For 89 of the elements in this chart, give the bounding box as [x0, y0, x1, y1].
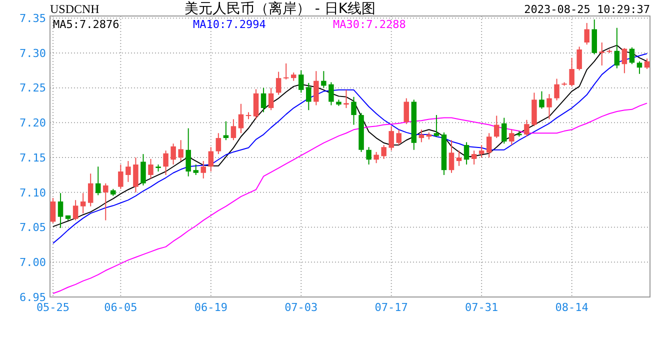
y-tick-label: 7.25 — [20, 82, 46, 95]
candlestick — [584, 22, 590, 46]
candlestick — [509, 129, 514, 146]
x-tick-label: 07-31 — [465, 301, 498, 314]
candlestick — [478, 144, 484, 158]
candlestick — [539, 90, 544, 110]
text: MA5:7.2876 — [53, 18, 120, 31]
candlestick — [103, 182, 108, 221]
candlestick — [494, 115, 500, 139]
candlestick — [396, 129, 402, 146]
candlestick — [381, 144, 386, 160]
candlestick — [576, 46, 582, 71]
x-tick-label: 07-17 — [374, 301, 408, 314]
candlestick — [50, 197, 56, 224]
candlestick — [328, 82, 334, 106]
text: MA30:7.2288 — [333, 18, 406, 31]
y-tick-label: 7.20 — [20, 116, 46, 130]
candlestick — [636, 60, 642, 74]
candlestick — [118, 164, 124, 190]
candlestick — [88, 173, 94, 207]
candlestick — [170, 143, 176, 166]
y-tick-label: 7.30 — [20, 46, 46, 60]
candlestick — [148, 158, 154, 179]
candlestick — [283, 62, 289, 80]
chart-title: 美元人民币（离岸） - 日K线图 — [184, 1, 376, 17]
candlestick — [72, 200, 78, 221]
candlestick — [404, 98, 410, 125]
candlestick — [524, 119, 530, 138]
candlestick — [253, 88, 259, 120]
candlestick — [230, 118, 236, 141]
candlestick — [140, 154, 146, 186]
candlestick — [456, 150, 462, 166]
candlestick — [471, 150, 477, 166]
annotation: 2023-08-25 10:29:37 — [524, 3, 650, 16]
candlestick — [644, 58, 650, 70]
x-tick-label: 05-25 — [36, 301, 70, 314]
candlestick — [133, 157, 138, 193]
candlestick — [238, 103, 244, 134]
candlestick — [260, 87, 266, 113]
candlestick — [276, 71, 282, 96]
line-series — [52, 102, 648, 294]
candlestick — [592, 18, 597, 55]
candlestick — [448, 140, 454, 174]
candlestick — [58, 192, 64, 228]
y-tick-label: 7.15 — [20, 151, 46, 164]
candlestick — [546, 94, 552, 120]
y-tick-label: 7.10 — [20, 186, 46, 200]
candlestick — [344, 89, 349, 109]
candlestick — [374, 151, 379, 164]
candlestick — [200, 160, 206, 179]
candlestick — [216, 132, 222, 155]
candlestick — [298, 70, 304, 94]
candlestick — [306, 82, 312, 111]
candlestick — [486, 132, 492, 158]
candlestick — [80, 192, 86, 214]
candlestick — [502, 117, 507, 144]
candlestick — [434, 114, 440, 138]
candlestick — [614, 27, 620, 69]
candlestick — [208, 146, 214, 172]
candlestick — [629, 46, 635, 65]
y-tick-label: 6.95 — [20, 290, 46, 304]
candlestick — [163, 150, 168, 176]
candlestick — [418, 129, 424, 143]
candlestick — [554, 78, 560, 101]
y-tick-label: 7.05 — [20, 221, 46, 234]
x-tick-label: 06-19 — [194, 301, 228, 314]
annotation: USDCNH — [50, 2, 100, 16]
candlestick — [321, 70, 326, 88]
x-tick-label: 08-14 — [555, 301, 589, 314]
x-tick-label: 06-05 — [104, 301, 138, 314]
candlestick — [569, 57, 574, 87]
x-tick-label: 07-03 — [284, 301, 318, 314]
candlestick — [314, 70, 319, 106]
y-tick-label: 7.35 — [20, 12, 46, 25]
candlestick — [223, 120, 229, 141]
candlestick — [622, 48, 628, 74]
candlestick — [95, 166, 101, 196]
candlestick — [268, 87, 274, 111]
candlestick — [599, 42, 605, 66]
candlestick — [388, 126, 394, 152]
text: MA10:7.2994 — [193, 18, 266, 31]
candlestick — [366, 146, 372, 166]
candlestick — [351, 96, 356, 126]
candlestick — [178, 140, 184, 162]
candlestick — [126, 160, 131, 182]
candlestick — [464, 142, 470, 166]
candlestick — [186, 128, 191, 177]
candlestick — [193, 164, 198, 176]
y-tick-label: 7.00 — [20, 256, 46, 269]
